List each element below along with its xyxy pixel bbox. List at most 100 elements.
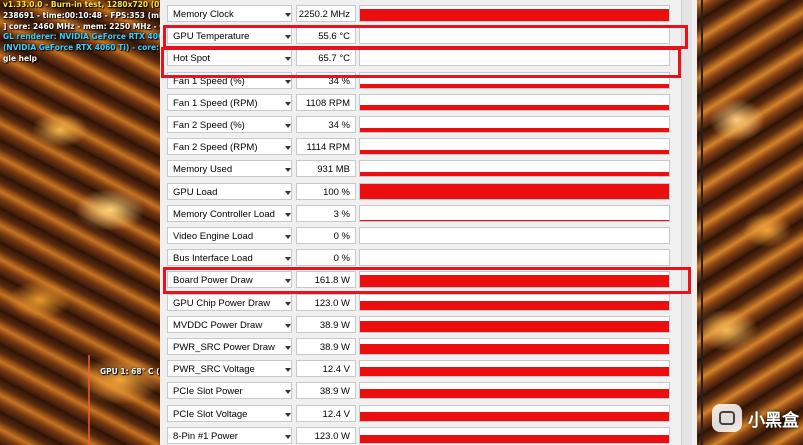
sensor-value-box: 2250.2 MHz — [296, 5, 356, 22]
sensor-value: 34 % — [328, 120, 350, 131]
sensor-name-dropdown[interactable]: 8-Pin #1 Power — [167, 426, 292, 444]
sensor-value: 1108 RPM — [305, 97, 350, 109]
sensor-value-box: 12.4 V — [296, 360, 356, 378]
overlay-line: ] core: 2460 MHz - mem: 2250 MHz - GPU — [3, 21, 160, 31]
sensor-name-dropdown[interactable]: Memory Used — [167, 160, 292, 178]
gpu-temp-readout: GPU 1: 68° C (m — [100, 367, 168, 376]
sensor-value: 38.9 W — [319, 319, 350, 331]
sensor-name: Memory Used — [173, 164, 233, 176]
watermark: 小黑盒 — [712, 402, 799, 434]
sensor-row: Fan 2 Speed (%) 34 % — [160, 114, 697, 136]
sensor-name-dropdown[interactable]: PCIe Slot Voltage — [167, 404, 292, 422]
chevron-down-icon[interactable] — [285, 35, 291, 40]
chevron-down-icon[interactable] — [285, 279, 291, 284]
sensor-graph — [359, 5, 670, 22]
sensor-value-box: 123.0 W — [296, 293, 356, 311]
chevron-down-icon[interactable] — [285, 301, 291, 306]
sensor-row: Fan 2 Speed (RPM) 1114 RPM — [160, 136, 697, 158]
sensor-value: 3 % — [333, 208, 350, 220]
sensor-name-dropdown[interactable]: Fan 2 Speed (RPM) — [167, 138, 292, 156]
chevron-down-icon[interactable] — [285, 434, 291, 439]
sensor-graph — [359, 138, 670, 156]
sensor-graph-bar — [360, 219, 669, 221]
sensor-graph — [359, 249, 670, 267]
sensor-name-dropdown[interactable]: PCIe Slot Power — [167, 382, 292, 400]
sensor-name-dropdown[interactable]: Board Power Draw — [167, 271, 292, 289]
sensor-graph — [359, 315, 670, 333]
sensor-value-box: 12.4 V — [296, 404, 356, 422]
watermark-text: 小黑盒 — [748, 411, 799, 431]
sensor-graph-bar — [360, 367, 669, 377]
chevron-down-icon[interactable] — [285, 79, 291, 84]
sensor-row: PCIe Slot Power 38.9 W — [160, 380, 697, 402]
sensor-graph — [359, 116, 670, 133]
highlight-board-power-draw — [163, 267, 691, 294]
sensor-value-box: 931 MB — [296, 160, 356, 178]
sensor-value: 12.4 V — [322, 364, 350, 376]
sensor-name-dropdown[interactable]: GPU Temperature — [167, 27, 292, 45]
chevron-down-icon[interactable] — [285, 368, 291, 373]
sensor-value: 161.8 W — [314, 275, 350, 287]
sensor-row: PWR_SRC Power Draw 38.9 W — [160, 336, 697, 358]
sensor-value: 38.9 W — [319, 342, 350, 353]
sensor-row: 8-Pin #1 Power 123.0 W — [160, 425, 697, 445]
sensor-value: 2250.2 MHz — [298, 9, 350, 20]
sensor-value: 123.0 W — [314, 430, 350, 442]
chevron-down-icon[interactable] — [285, 146, 291, 151]
sensor-graph — [359, 93, 670, 111]
sensor-value: 0 % — [333, 253, 350, 265]
sensor-graph-bar — [360, 84, 669, 88]
sensor-row: MVDDC Power Draw 38.9 W — [160, 314, 697, 336]
sensor-graph — [359, 426, 670, 444]
chevron-down-icon[interactable] — [285, 190, 291, 195]
chevron-down-icon[interactable] — [285, 168, 291, 173]
sensor-name: GPU Temperature — [173, 31, 250, 43]
sensor-graph — [359, 204, 670, 222]
sensor-graph-bar — [360, 411, 669, 421]
sensor-row: GPU Chip Power Draw 123.0 W — [160, 292, 697, 314]
sensor-value: 0 % — [333, 231, 350, 242]
sensor-name: PCIe Slot Voltage — [173, 408, 248, 420]
sensor-graph-bar — [360, 300, 669, 310]
chevron-down-icon[interactable] — [285, 257, 291, 262]
sensor-name-dropdown[interactable]: Video Engine Load — [167, 227, 292, 244]
sensor-name-dropdown[interactable]: Memory Controller Load — [167, 204, 292, 222]
chevron-down-icon[interactable] — [285, 235, 291, 239]
sensor-name: PCIe Slot Power — [173, 386, 243, 398]
sensor-name: PWR_SRC Voltage — [173, 364, 255, 376]
chevron-down-icon[interactable] — [285, 13, 291, 17]
overlay-line: gle help — [3, 53, 38, 63]
sensor-value-box: 123.0 W — [296, 426, 356, 444]
sensor-name-dropdown[interactable]: MVDDC Power Draw — [167, 315, 292, 333]
vertical-scrollbar[interactable] — [681, 0, 692, 445]
sensor-name-dropdown[interactable]: Fan 1 Speed (RPM) — [167, 93, 292, 111]
sensor-graph — [359, 338, 670, 355]
sensor-name-dropdown[interactable]: Fan 2 Speed (%) — [167, 116, 292, 133]
chevron-down-icon[interactable] — [285, 212, 291, 217]
sensor-name-dropdown[interactable]: GPU Load — [167, 182, 292, 200]
sensor-name-dropdown[interactable]: Memory Clock — [167, 5, 292, 22]
sensor-name-dropdown[interactable]: PWR_SRC Voltage — [167, 360, 292, 378]
chevron-down-icon[interactable] — [285, 390, 291, 395]
sensor-name-dropdown[interactable]: Bus Interface Load — [167, 249, 292, 267]
sensor-graph-bar — [360, 321, 669, 332]
sensor-name: Hot Spot — [173, 53, 210, 65]
overlay-line: 238691 - time:00:10:48 - FPS:353 (min:28 — [3, 10, 160, 20]
sensor-graph — [359, 360, 670, 378]
sensor-name: Video Engine Load — [173, 231, 254, 242]
sensor-graph-bar — [360, 8, 669, 21]
sensor-name-dropdown[interactable]: PWR_SRC Power Draw — [167, 338, 292, 355]
chevron-down-icon[interactable] — [285, 57, 291, 62]
sensor-value-box: 34 % — [296, 116, 356, 133]
sensor-name: MVDDC Power Draw — [173, 319, 263, 331]
chevron-down-icon[interactable] — [285, 101, 291, 106]
sensor-name-dropdown[interactable]: GPU Chip Power Draw — [167, 293, 292, 311]
sensor-value-box: 38.9 W — [296, 315, 356, 333]
sensor-value-box: 38.9 W — [296, 338, 356, 355]
chevron-down-icon[interactable] — [285, 412, 291, 417]
sensor-graph — [359, 271, 670, 289]
chevron-down-icon[interactable] — [285, 323, 291, 328]
chevron-down-icon[interactable] — [285, 346, 291, 350]
chevron-down-icon[interactable] — [285, 124, 291, 128]
sensor-name: PWR_SRC Power Draw — [173, 342, 275, 353]
